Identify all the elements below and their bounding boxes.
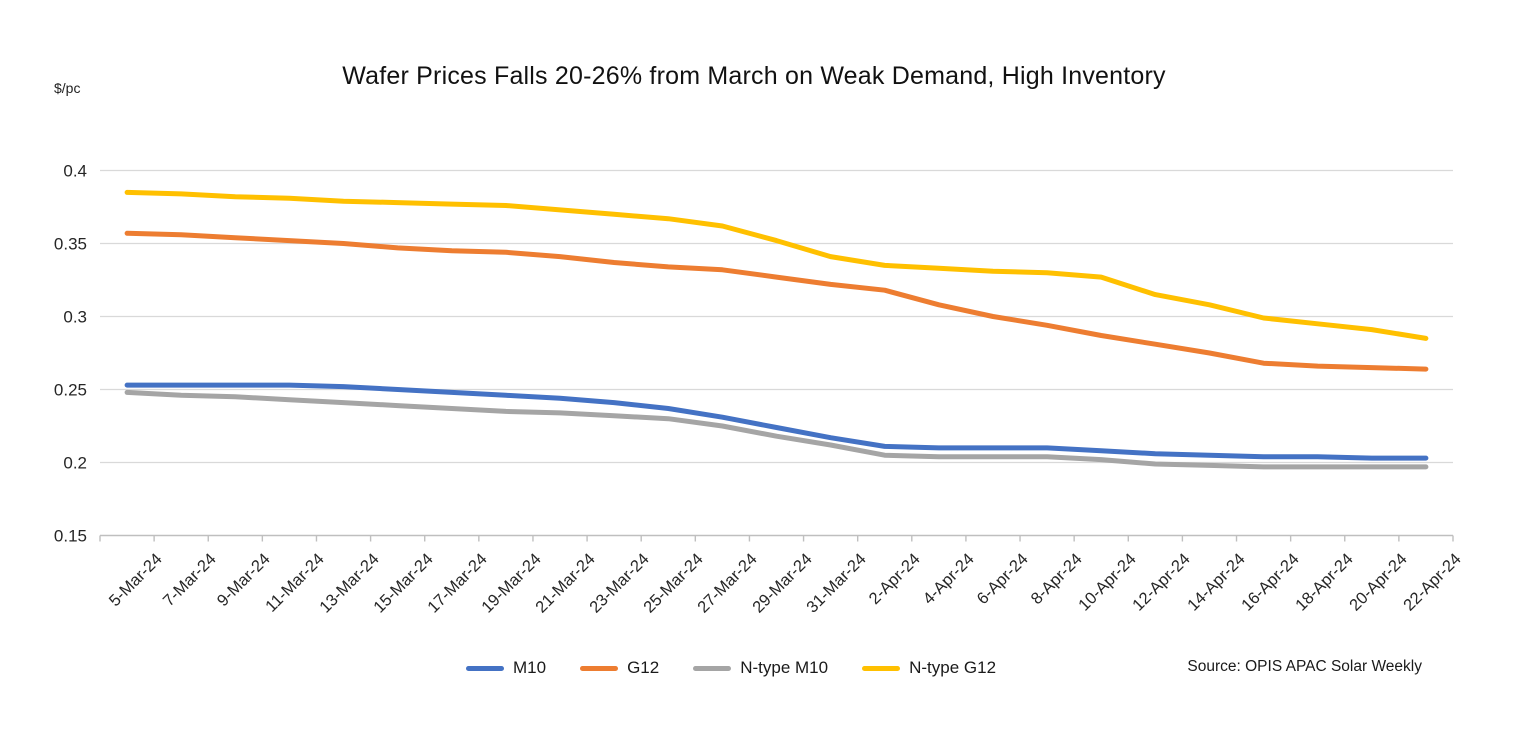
y-tick-label: 0.25 [54,381,87,400]
legend-label: M10 [513,658,547,677]
y-axis-unit-label: $/pc [54,80,81,96]
legend-label: G12 [627,658,660,677]
chart-legend: M10 G12 N-type M10 N-type G12 [466,657,996,679]
legend-item-g12: G12 [580,658,659,678]
legend-line-swatch [580,665,619,671]
source-attribution: Source: OPIS APAC Solar Weekly [1187,658,1422,675]
y-tick-label: 0.2 [63,454,87,473]
y-tick-label: 0.4 [63,162,87,181]
legend-label: N-type G12 [909,658,997,677]
legend-line-swatch [862,665,901,671]
legend-line-swatch [693,665,732,671]
legend-item-m10: M10 [466,658,546,678]
series-line-g12 [124,230,1429,372]
legend-item-n-type-m10: N-type M10 [693,658,828,678]
chart-title: Wafer Prices Falls 20-26% from March on … [342,62,1166,90]
legend-label: N-type M10 [740,658,829,677]
series-line-n-type-m10 [124,389,1429,470]
y-tick-label: 0.35 [54,235,87,254]
legend-item-n-type-g12: N-type G12 [862,658,996,678]
y-tick-label: 0.3 [63,308,87,327]
legend-line-swatch [466,665,504,671]
series-line-n-type-g12 [124,189,1429,341]
series-line-m10 [124,382,1429,461]
y-tick-label: 0.15 [54,527,87,546]
